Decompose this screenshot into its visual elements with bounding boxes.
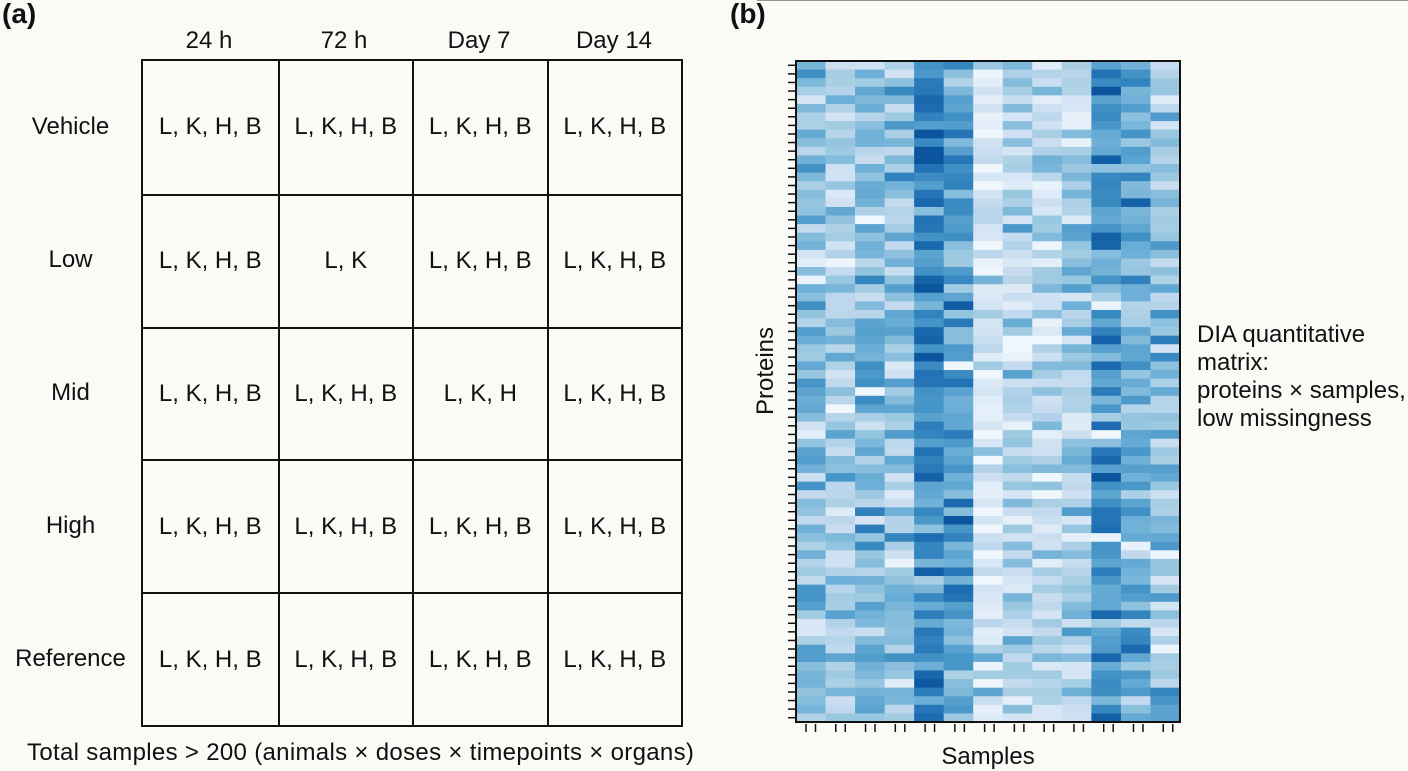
design-table-row-label: Mid	[51, 378, 90, 406]
heatmap-cells	[796, 61, 1181, 723]
design-table-cell: L, K, H	[412, 326, 547, 460]
design-table: L, K, H, B L, K, H, B L, K, H, B L, K, H, B…	[141, 59, 683, 727]
design-table-cell: L, K, H, B	[143, 592, 278, 725]
design-table-cell: L, K, H, B	[546, 592, 681, 725]
design-table-cell: L, K, H, B	[277, 592, 412, 725]
heatmap-annotation-line: matrix:	[1197, 349, 1269, 376]
heatmap-annotation-line: proteins × samples,	[1197, 377, 1406, 404]
design-table-cell: L, K, H, B	[412, 193, 547, 327]
design-table-cell: L, K, H, B	[546, 61, 682, 194]
heatmap	[788, 60, 1181, 732]
design-table-cell: L, K, H, B	[412, 459, 547, 593]
heatmap-axis-ticks	[788, 64, 1174, 732]
design-table-cell: L, K, H, B	[412, 592, 547, 725]
design-table-row-label: Vehicle	[31, 112, 110, 140]
heatmap-annotation-line: DIA quantitative	[1197, 321, 1366, 348]
design-table-cell: L, K, H, B	[277, 61, 413, 194]
design-table-row-label: Reference	[15, 645, 126, 673]
design-table-cell: L, K, H, B	[277, 326, 412, 460]
design-table-cell: L, K	[277, 193, 412, 327]
heatmap-annotation: DIA quantitative matrix: proteins × sample…	[1197, 321, 1406, 433]
panel-a-caption: Total samples > 200 (animals × doses × t…	[27, 739, 695, 766]
design-table-cell: L, K, H, B	[158, 113, 262, 141]
heatmap-annotation-line: low missingness	[1197, 405, 1372, 432]
design-table-column-header: Day 14	[575, 27, 653, 54]
panel-b-label: (b)	[730, 0, 766, 29]
heatmap-border	[795, 60, 1181, 723]
design-table-cell: L, K, H, B	[412, 61, 547, 194]
design-table-cell: L, K, H, B	[143, 326, 278, 460]
design-table-cell: L, K, H, B	[546, 326, 681, 460]
design-table-column-header: 72 h	[320, 27, 368, 54]
design-table-cell: L, K, H, B	[143, 459, 278, 592]
design-table-cell: L, K, H, B	[143, 193, 278, 327]
design-table-row-label: Low	[48, 245, 93, 273]
design-table-row-label: High	[45, 512, 96, 540]
design-table-column-header: 24 h	[185, 27, 233, 54]
panel-a-label: (a)	[2, 0, 37, 29]
design-table-cell: L, K, H, B	[277, 459, 412, 593]
heatmap-x-axis-label: Samples	[941, 743, 1035, 770]
design-table-cell: L, K, H, B	[546, 459, 681, 593]
top-crop-line	[757, 0, 1408, 1]
design-table-cell: L, K, H, B	[546, 193, 681, 327]
design-table-column-header: Day 7	[447, 27, 511, 54]
heatmap-y-axis-label: Proteins	[752, 326, 779, 416]
